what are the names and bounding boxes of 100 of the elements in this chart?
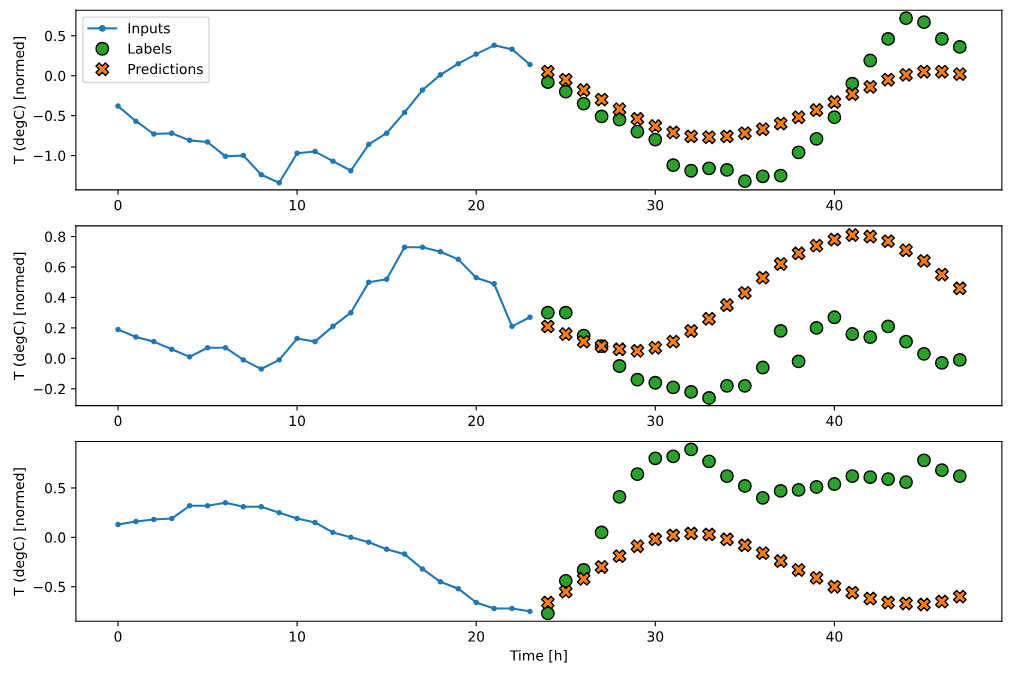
point bbox=[630, 111, 645, 126]
point bbox=[827, 579, 842, 594]
point bbox=[917, 64, 931, 79]
point bbox=[240, 503, 247, 510]
point bbox=[612, 342, 627, 357]
point bbox=[791, 354, 806, 369]
point bbox=[527, 314, 533, 321]
point bbox=[168, 515, 175, 522]
point bbox=[540, 319, 555, 334]
point bbox=[648, 451, 663, 466]
point bbox=[899, 243, 913, 258]
point bbox=[684, 384, 699, 399]
point bbox=[934, 594, 949, 609]
point bbox=[312, 148, 318, 155]
point bbox=[204, 139, 211, 145]
point bbox=[845, 469, 860, 484]
point bbox=[952, 281, 967, 296]
point bbox=[773, 168, 788, 183]
point bbox=[827, 110, 842, 125]
point bbox=[899, 11, 913, 26]
point bbox=[383, 276, 390, 282]
point bbox=[576, 83, 591, 97]
point bbox=[720, 378, 734, 393]
point bbox=[294, 150, 300, 156]
point bbox=[881, 595, 896, 610]
point bbox=[330, 529, 336, 536]
point bbox=[666, 334, 681, 349]
point bbox=[684, 129, 699, 144]
point bbox=[845, 228, 860, 242]
point bbox=[845, 327, 860, 341]
point bbox=[509, 46, 515, 53]
point bbox=[527, 608, 533, 615]
legend-label: Inputs bbox=[128, 23, 170, 37]
point bbox=[401, 551, 408, 557]
point bbox=[509, 323, 515, 330]
y-tick-label: 0.8 bbox=[45, 231, 66, 242]
point bbox=[612, 102, 627, 117]
point bbox=[437, 579, 444, 585]
point bbox=[773, 554, 788, 568]
point bbox=[151, 516, 157, 523]
point bbox=[720, 298, 734, 312]
y-tick-label: 0.5 bbox=[45, 482, 65, 494]
x-tick-label: 40 bbox=[826, 631, 843, 642]
y-tick-label: 0.6 bbox=[45, 261, 66, 273]
point bbox=[473, 599, 479, 606]
point bbox=[737, 538, 752, 553]
point bbox=[558, 327, 573, 341]
x-tick-label: 20 bbox=[468, 199, 485, 211]
point bbox=[168, 130, 175, 136]
point bbox=[952, 469, 967, 484]
point bbox=[952, 67, 967, 81]
point bbox=[863, 79, 878, 94]
point bbox=[348, 534, 354, 541]
point bbox=[540, 64, 555, 79]
point bbox=[863, 330, 878, 344]
x-tick-label: 30 bbox=[647, 415, 664, 427]
y-tick-label: 0.5 bbox=[45, 30, 65, 42]
point bbox=[773, 116, 788, 131]
point bbox=[648, 340, 663, 355]
point bbox=[666, 449, 681, 464]
point bbox=[809, 321, 824, 335]
point bbox=[737, 479, 752, 493]
point bbox=[133, 518, 139, 525]
point bbox=[773, 257, 788, 271]
point bbox=[437, 72, 444, 78]
point bbox=[917, 597, 931, 612]
point bbox=[594, 92, 609, 107]
point bbox=[737, 378, 752, 393]
point bbox=[881, 234, 896, 249]
point bbox=[151, 131, 157, 137]
point bbox=[594, 560, 609, 574]
point bbox=[276, 179, 282, 186]
point bbox=[133, 334, 139, 340]
point bbox=[401, 109, 408, 116]
point bbox=[917, 15, 931, 30]
point bbox=[258, 366, 265, 372]
y-tick-label: 0.2 bbox=[45, 322, 65, 334]
point bbox=[419, 244, 426, 250]
point bbox=[702, 161, 716, 176]
point bbox=[702, 391, 716, 405]
point bbox=[348, 309, 354, 316]
point bbox=[791, 110, 806, 125]
point bbox=[863, 53, 878, 68]
point bbox=[881, 319, 896, 334]
legend-label: Predictions bbox=[128, 63, 203, 75]
point bbox=[365, 141, 372, 148]
x-tick-label: 20 bbox=[468, 415, 485, 427]
point bbox=[845, 87, 860, 101]
point bbox=[630, 372, 645, 387]
point bbox=[401, 244, 408, 250]
point bbox=[612, 359, 627, 373]
point bbox=[809, 131, 824, 146]
point bbox=[720, 532, 734, 547]
point bbox=[791, 246, 806, 261]
point bbox=[509, 605, 515, 612]
point bbox=[755, 546, 770, 561]
point bbox=[222, 344, 229, 351]
point bbox=[952, 353, 967, 367]
point bbox=[365, 539, 372, 546]
point bbox=[594, 525, 609, 540]
